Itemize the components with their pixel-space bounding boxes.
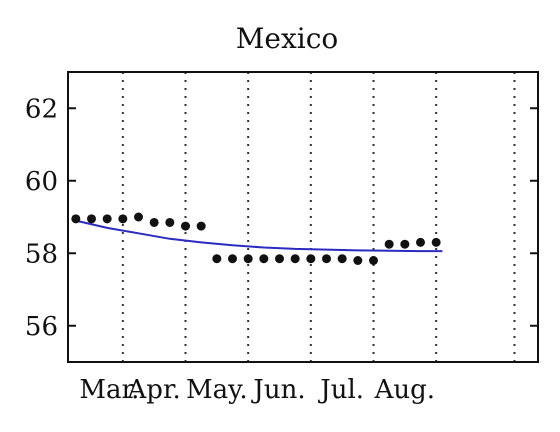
data-point-1 [87,214,96,224]
plot-frame [67,71,539,363]
data-point-19 [369,256,378,265]
data-point-11 [243,254,253,264]
y-tick-label-0: 56 [25,312,58,342]
data-point-17 [337,254,347,264]
data-point-18 [353,256,363,265]
data-points [71,212,441,265]
data-point-0 [71,214,81,224]
x-tick-label-1: Apr. [127,375,181,405]
x-tick-label-0: Mar. [79,375,139,405]
data-point-15 [306,254,316,264]
data-point-10 [228,254,237,264]
data-point-14 [290,254,300,264]
y-tick-label-2: 60 [25,167,58,197]
data-point-21 [400,239,410,249]
x-tick-label-5: Aug. [374,375,435,405]
data-point-3 [118,214,128,224]
fit-line [75,219,443,253]
data-point-22 [416,237,425,247]
x-tick-label-4: Jul. [317,375,364,405]
data-point-8 [196,221,206,231]
x-tick-label-2: May. [186,375,248,405]
data-point-7 [181,221,190,231]
grid [121,72,516,362]
data-point-4 [134,212,143,222]
chart-title: Mexico [236,22,339,55]
data-point-23 [431,237,441,247]
data-point-5 [149,217,159,227]
x-tick-label-3: Jun. [250,375,305,405]
y-tick-label-3: 62 [25,94,58,124]
x-axis: Mar.Apr. May. Jun. Jul. Aug. [79,375,435,405]
data-point-12 [259,254,269,264]
data-point-20 [384,239,394,249]
data-point-2 [102,214,112,224]
data-point-9 [212,254,222,264]
y-axis: 56 58 60 62 [25,94,538,342]
data-point-13 [275,254,284,264]
data-point-16 [322,254,331,264]
data-point-6 [165,217,175,227]
y-tick-label-1: 58 [25,239,58,269]
